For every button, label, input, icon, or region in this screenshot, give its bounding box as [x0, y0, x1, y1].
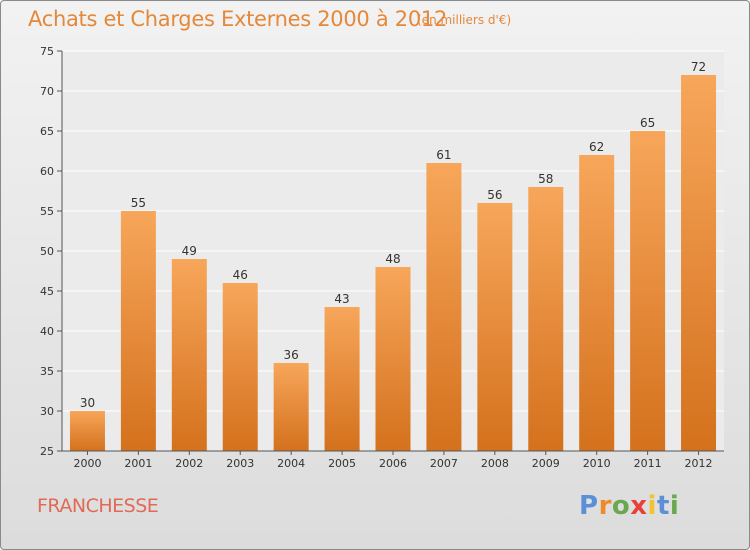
bar-value-label: 58: [538, 172, 553, 186]
bar-value-label: 56: [487, 188, 502, 202]
bar-2010: [579, 155, 615, 451]
bar-value-label: 36: [284, 348, 299, 362]
x-axis: 2000 2001 2002 2003 2004 2005 2006 2007 2008 2009…: [62, 450, 724, 470]
chart-title: Achats et Charges Externes 2000 à 2012: [28, 7, 448, 31]
bar-2003: [222, 283, 258, 451]
x-tick-label: 2006: [379, 457, 407, 470]
bar-2002: [171, 259, 207, 451]
bar-value-label: 55: [131, 196, 146, 210]
bar-2012: [681, 75, 717, 451]
bars: [69, 75, 717, 451]
logo-letter: r: [598, 491, 612, 521]
bar-value-label: 65: [640, 116, 655, 130]
bar-value-label: 43: [334, 292, 349, 306]
bar-2006: [375, 267, 411, 451]
x-tick-label: 2007: [430, 457, 458, 470]
x-tick-label: 2009: [532, 457, 560, 470]
logo-letter: P: [579, 491, 599, 521]
logo-letter: x: [630, 491, 648, 521]
logo-letter: i: [669, 491, 680, 521]
x-tick-label: 2010: [583, 457, 611, 470]
y-tick-label: 65: [40, 125, 54, 138]
y-tick-label: 75: [40, 45, 54, 58]
y-tick-label: 70: [40, 85, 54, 98]
y-tick-label: 60: [40, 165, 54, 178]
chart-subtitle: (en milliers d'€): [417, 13, 512, 27]
bar-2007: [426, 163, 462, 451]
x-tick-label: 2012: [685, 457, 713, 470]
x-tick-label: 2000: [73, 457, 101, 470]
y-tick-label: 40: [40, 325, 54, 338]
bar-2011: [630, 131, 666, 451]
bar-value-label: 72: [691, 60, 706, 74]
bar-labels: 30 55 49 46 36 43 48 61 56 58 62 65 72: [80, 60, 706, 410]
logo-letter: t: [656, 491, 670, 521]
x-tick-label: 2003: [226, 457, 254, 470]
x-tick-label: 2005: [328, 457, 356, 470]
bar-2005: [324, 307, 360, 451]
bar-2008: [477, 203, 513, 451]
y-tick-label: 50: [40, 245, 54, 258]
y-tick-label: 30: [40, 405, 54, 418]
bar-2000: [69, 411, 105, 451]
x-tick-label: 2008: [481, 457, 509, 470]
y-tick-label: 55: [40, 205, 54, 218]
place-name: FRANCHESSE: [37, 495, 159, 517]
x-tick-label: 2004: [277, 457, 305, 470]
bar-value-label: 49: [182, 244, 197, 258]
logo-letter: o: [611, 491, 631, 521]
y-axis: 25 30 35 40 45 50 55 60 65 70 75: [40, 45, 63, 458]
bar-2001: [120, 211, 156, 451]
x-tick-label: 2001: [124, 457, 152, 470]
logo-letter: i: [647, 491, 657, 521]
bar-2009: [528, 187, 564, 451]
bar-value-label: 62: [589, 140, 604, 154]
bar-value-label: 30: [80, 396, 95, 410]
x-tick-label: 2002: [175, 457, 203, 470]
bar-value-label: 46: [233, 268, 248, 282]
x-tick-label: 2011: [634, 457, 662, 470]
bar-2004: [273, 363, 309, 451]
y-tick-label: 45: [40, 285, 54, 298]
bar-value-label: 61: [436, 148, 451, 162]
bar-value-label: 48: [385, 252, 400, 266]
y-tick-label: 35: [40, 365, 54, 378]
y-tick-label: 25: [40, 445, 54, 458]
proxiti-logo: Proxiti: [579, 491, 679, 521]
